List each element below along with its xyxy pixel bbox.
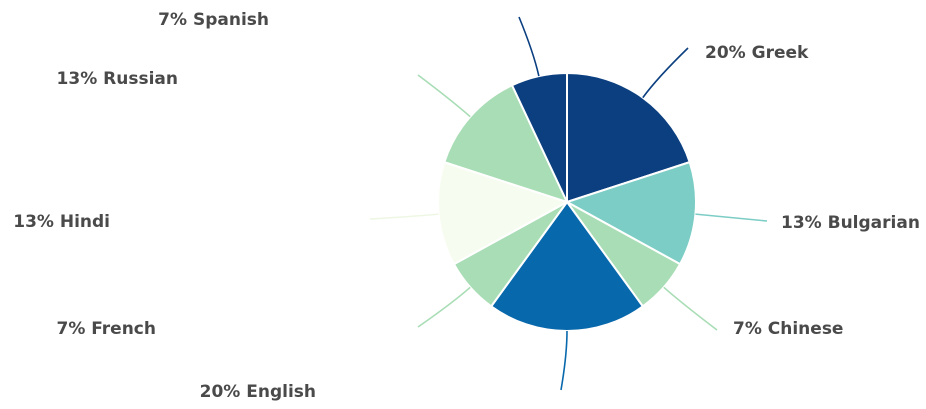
leader-line-russian	[417, 74, 471, 118]
pie-slice-hindi[interactable]	[437, 161, 568, 266]
slice-label-spanish: 7% Spanish	[158, 10, 269, 30]
leader-line-chinese	[663, 286, 718, 331]
leader-line-bulgarian	[695, 213, 768, 222]
pie-slice-russian[interactable]	[443, 84, 568, 203]
slice-label-chinese: 7% Chinese	[733, 319, 843, 339]
leader-line-english	[560, 330, 568, 391]
slice-label-french: 7% French	[56, 319, 156, 339]
slice-label-bulgarian: 13% Bulgarian	[781, 213, 920, 233]
leader-line-hindi	[369, 213, 439, 220]
slice-label-greek: 20% Greek	[705, 43, 809, 63]
slice-label-russian: 13% Russian	[57, 69, 178, 89]
slice-label-english: 20% English	[200, 382, 316, 402]
leader-line-french	[417, 286, 471, 328]
leader-line-greek	[642, 47, 689, 99]
pie-slice-greek[interactable]	[566, 72, 691, 203]
leader-lines-layer	[369, 16, 768, 391]
labels-layer: 20% Greek 13% Bulgarian 7% Chinese 20% Engl…	[13, 10, 920, 402]
slices-layer	[437, 72, 697, 332]
leader-line-spanish	[518, 16, 540, 77]
pie-slice-bulgarian[interactable]	[566, 161, 697, 266]
pie-slice-english[interactable]	[490, 201, 644, 332]
slice-label-hindi: 13% Hindi	[13, 212, 110, 232]
